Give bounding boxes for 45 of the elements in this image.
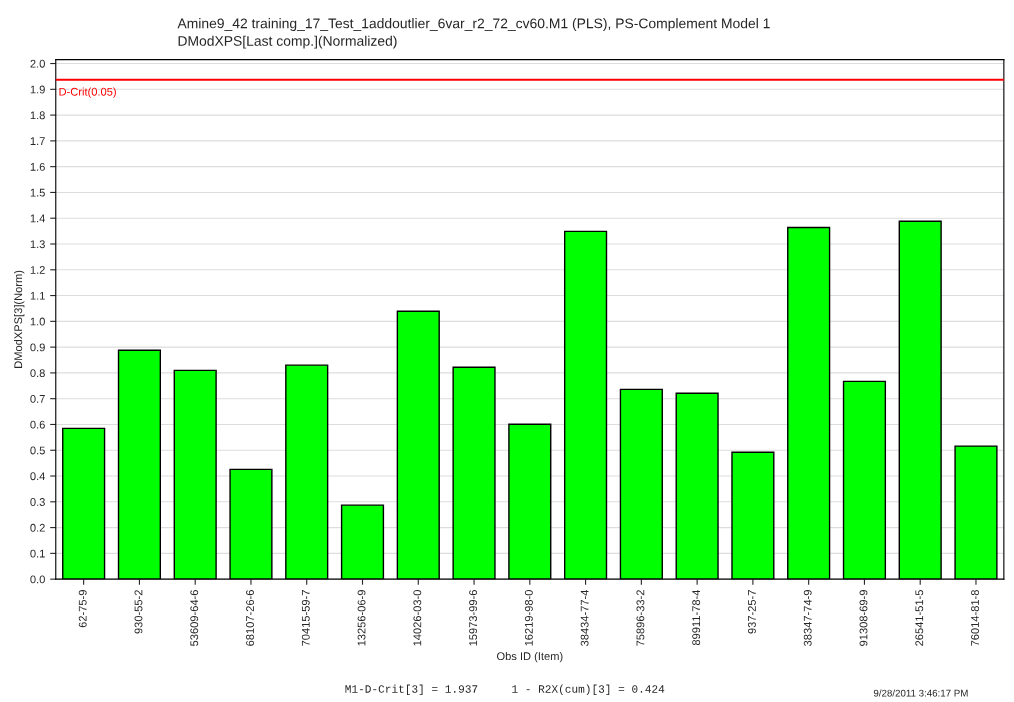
y-tick-label: 1.7 [30, 137, 45, 145]
y-tick-label: 0.5 [30, 446, 45, 455]
chart-title: Amine9_42 training_17_Test_1addoutlier_6var_r2_72_cv60.M1 (PLS), PS-Complement Model 1 [177, 18, 770, 32]
y-tick-label: 1.0 [30, 317, 45, 326]
x-tick-label: 14026-03-0 [413, 590, 422, 646]
y-tick-label: 1.6 [30, 162, 45, 171]
x-tick-label: 70415-59-7 [301, 590, 310, 646]
x-tick-label: 26541-51-5 [915, 590, 924, 646]
x-tick-label: 76014-81-8 [971, 590, 979, 646]
y-tick-label: 0.8 [30, 369, 45, 378]
x-tick-label: 89911-78-4 [692, 589, 701, 646]
y-tick-label: 1.5 [30, 188, 45, 197]
y-tick-label: 1.9 [30, 85, 45, 94]
y-tick-label: 1.4 [30, 214, 46, 223]
y-tick-label: 1.2 [30, 266, 45, 274]
x-tick-label: 16219-98-0 [524, 590, 533, 646]
y-tick-label: 1.1 [30, 291, 45, 300]
x-tick-label: 13256-06-9 [357, 590, 366, 646]
y-tick-label: 2.0 [30, 59, 45, 68]
y-tick-label: 0.7 [30, 394, 45, 403]
x-tick-label: 38434-77-4 [580, 589, 589, 646]
y-tick-label: 0.6 [30, 420, 45, 429]
y-tick-label: 1.3 [30, 240, 45, 249]
x-tick-label: 91308-69-9 [859, 590, 868, 646]
y-tick-label: 0.1 [30, 549, 45, 558]
y-axis-title: DModXPS[3](Norm) [14, 270, 25, 368]
text: M1-D-Crit[3] = 1.937 1 - R2X(cum)[3] = 0.424 [345, 684, 665, 695]
y-tick-label: 0.9 [30, 343, 45, 352]
x-tick-label: 75896-33-2 [636, 590, 645, 646]
x-tick-label: 15973-99-6 [469, 590, 478, 646]
x-tick-label: 38347-74-9 [803, 590, 812, 646]
x-tick-label: 62-75-9 [78, 590, 87, 628]
x-tick-label: 937-25-7 [748, 590, 756, 634]
chart-subtitle: DModXPS[Last comp.](Normalized) [178, 35, 397, 49]
y-tick-label: 0.4 [30, 472, 46, 481]
y-tick-label: 1.8 [30, 111, 45, 120]
x-tick-label: 930-55-2 [134, 590, 143, 634]
y-tick-label: 0.2 [30, 523, 45, 532]
x-axis-title: Obs ID (Item) [497, 651, 563, 663]
y-tick-label: 0.3 [30, 498, 45, 506]
text: 9/28/2011 3:46:17 PM [873, 689, 968, 697]
ref-line-label: D-Crit(0.05) [59, 87, 116, 98]
x-tick-label: 53609-64-6 [190, 590, 199, 646]
x-tick-label: 68107-26-6 [246, 590, 254, 646]
y-tick-label: 0.0 [30, 575, 45, 584]
